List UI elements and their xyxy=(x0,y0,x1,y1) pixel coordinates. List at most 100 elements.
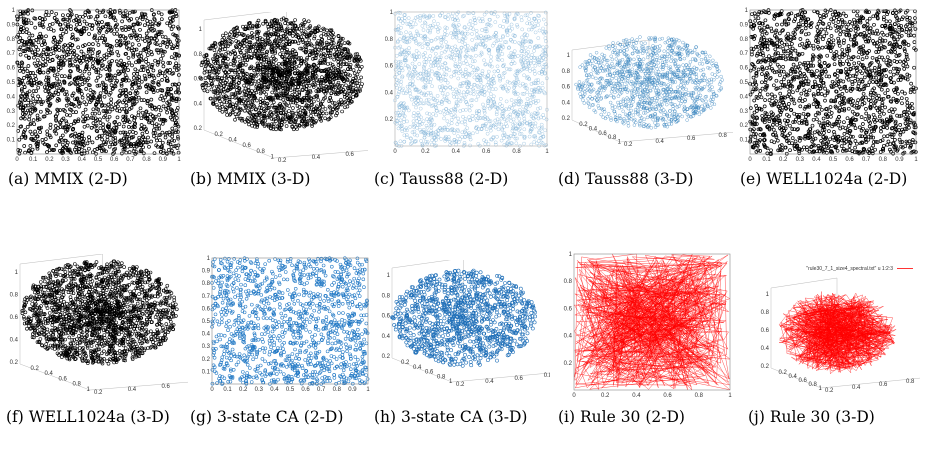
data-point xyxy=(445,119,450,124)
data-point xyxy=(46,68,51,72)
data-point xyxy=(56,55,61,60)
data-point xyxy=(280,54,284,59)
data-point xyxy=(415,113,420,117)
data-point xyxy=(56,108,60,113)
data-point xyxy=(452,32,457,37)
data-point xyxy=(435,94,440,98)
data-point xyxy=(492,41,497,46)
data-point xyxy=(416,42,421,47)
data-point xyxy=(426,72,431,76)
data-point xyxy=(501,63,506,68)
data-point xyxy=(310,51,314,56)
data-point xyxy=(38,70,42,75)
data-point xyxy=(94,102,99,106)
data-point xyxy=(274,65,278,70)
data-point xyxy=(99,26,103,31)
data-point xyxy=(514,12,518,17)
data-point xyxy=(401,86,405,91)
data-point xyxy=(85,60,90,64)
data-point xyxy=(100,143,105,148)
data-point xyxy=(110,59,114,63)
data-point xyxy=(136,85,141,90)
data-point xyxy=(251,103,256,108)
data-point xyxy=(267,95,272,100)
data-point xyxy=(491,123,496,128)
data-point xyxy=(34,38,39,42)
data-point xyxy=(348,91,353,96)
data-point xyxy=(407,46,411,50)
data-point xyxy=(523,60,528,65)
data-point xyxy=(160,53,165,58)
data-point xyxy=(126,117,130,122)
data-point xyxy=(146,99,150,104)
data-point xyxy=(444,55,449,60)
data-point xyxy=(314,119,318,123)
data-point xyxy=(297,113,302,117)
data-point xyxy=(341,53,345,57)
data-point xyxy=(48,122,53,127)
data-point xyxy=(467,108,472,113)
data-point xyxy=(429,131,434,135)
data-point xyxy=(276,32,280,37)
data-point xyxy=(397,108,402,112)
data-point xyxy=(324,88,329,93)
data-point xyxy=(284,35,288,39)
data-point xyxy=(422,55,426,59)
data-point xyxy=(152,151,157,156)
data-point xyxy=(53,47,58,52)
data-point xyxy=(42,47,46,52)
data-point xyxy=(107,114,112,119)
data-point xyxy=(43,137,48,141)
data-point xyxy=(73,77,77,81)
data-point xyxy=(112,15,116,20)
data-point xyxy=(530,25,535,30)
data-point xyxy=(442,116,446,121)
data-point xyxy=(72,119,77,123)
data-point xyxy=(528,69,532,73)
data-point xyxy=(292,127,296,132)
data-point xyxy=(542,31,547,36)
data-point xyxy=(515,114,519,119)
data-point xyxy=(471,48,475,53)
data-point xyxy=(114,43,119,48)
data-point xyxy=(458,49,463,54)
data-point xyxy=(332,101,337,105)
data-point xyxy=(29,100,33,105)
data-point xyxy=(305,41,309,45)
data-point xyxy=(218,63,223,68)
data-point xyxy=(537,28,542,33)
data-point xyxy=(172,65,177,70)
data-point xyxy=(36,47,40,52)
data-point xyxy=(32,55,36,60)
data-point xyxy=(138,21,142,26)
data-point xyxy=(328,110,333,115)
data-point xyxy=(219,79,223,84)
data-point xyxy=(29,105,34,110)
data-point xyxy=(268,111,272,115)
data-point xyxy=(397,71,402,76)
data-point xyxy=(520,110,525,115)
data-point xyxy=(477,16,481,21)
data-point xyxy=(461,90,466,95)
data-point xyxy=(19,88,24,93)
data-point xyxy=(137,135,142,140)
data-point xyxy=(346,48,350,53)
data-point xyxy=(522,127,527,132)
data-point xyxy=(449,117,454,122)
data-point xyxy=(297,97,301,101)
data-point xyxy=(48,66,53,71)
data-point xyxy=(213,41,218,46)
data-point xyxy=(536,80,540,85)
data-point xyxy=(351,89,356,93)
data-point xyxy=(270,67,275,72)
data-point xyxy=(469,98,473,103)
data-point xyxy=(511,81,515,86)
data-point xyxy=(266,36,270,41)
data-point xyxy=(69,108,74,112)
data-point xyxy=(519,18,524,23)
data-point xyxy=(260,121,265,125)
data-point xyxy=(86,76,91,81)
data-point xyxy=(448,110,452,115)
data-point xyxy=(502,125,506,129)
data-point xyxy=(101,122,105,127)
